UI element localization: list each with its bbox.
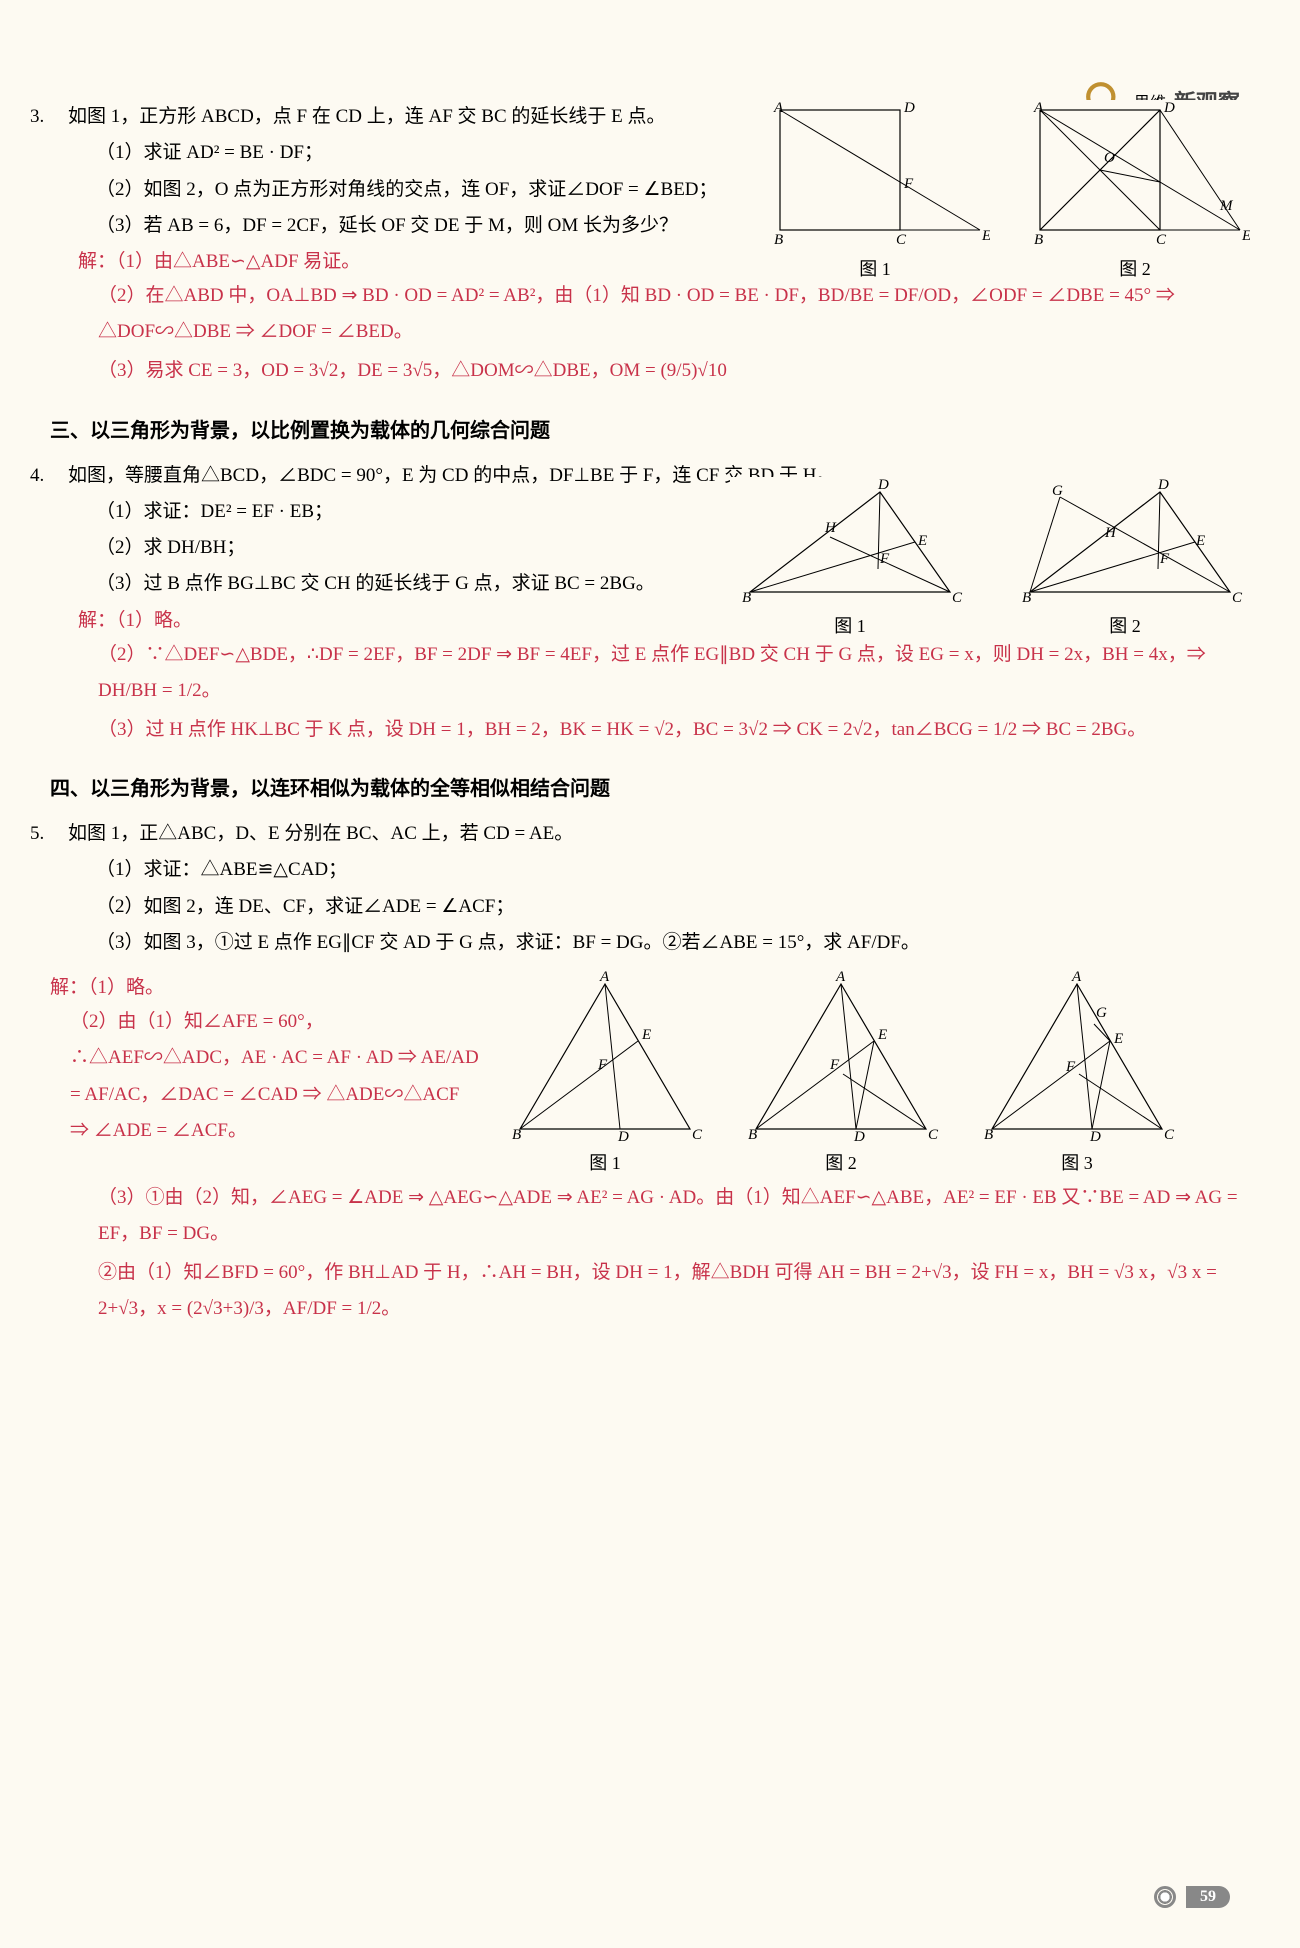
svg-text:E: E [1241,228,1250,244]
svg-text:F: F [1159,551,1170,567]
problem-number: 4. [30,459,44,492]
svg-text:C: C [1232,590,1243,606]
answer-text: （3）过 H 点作 HK⊥BC 于 K 点，设 DH = 1，BH = 2，BK… [98,712,1250,748]
svg-text:C: C [692,1127,703,1143]
svg-text:A: A [773,100,784,116]
svg-text:A: A [835,969,846,985]
svg-text:C: C [1156,232,1167,248]
figure-caption: 图 1 [859,254,891,286]
svg-text:E: E [877,1027,887,1043]
svg-text:C: C [1164,1127,1175,1143]
svg-text:B: B [742,590,751,606]
svg-text:E: E [1113,1031,1123,1047]
svg-text:A: A [1071,969,1082,985]
section-heading: 三、以三角形为背景，以比例置换为载体的几何综合问题 [50,414,1250,449]
svg-text:D: D [903,100,915,116]
figure: A D B C E O M 图 2 [1020,100,1250,286]
svg-text:D: D [853,1129,865,1144]
svg-text:F: F [829,1057,840,1073]
figure-caption: 图 2 [1119,254,1151,286]
svg-text:D: D [617,1129,629,1144]
svg-text:A: A [1033,100,1044,116]
svg-text:B: B [984,1127,993,1143]
svg-text:G: G [1096,1005,1107,1021]
answer-text: （2）由（1）知∠AFE = 60°，∴△AEF∽△ADC，AE · AC = … [70,1004,480,1148]
section-heading: 四、以三角形为背景，以连环相似为载体的全等相似相结合问题 [50,772,1250,807]
svg-text:H: H [1104,525,1117,541]
svg-text:D: D [1163,100,1175,116]
geometry-diagram: A B C D E F [736,969,946,1144]
problem-stem: 如图 1，正△ABC，D、E 分别在 BC、AC 上，若 CD = AE。 [68,817,1250,850]
problem-4: 4. 如图，等腰直角△BCD，∠BDC = 90°，E 为 CD 的中点，DF⊥… [50,459,1250,749]
answer-label: 解：（1）略。 [50,971,480,1004]
figure-pair: B C D E H F 图 1 B C D E H F G 图 2 [730,477,1250,643]
problem-part: （2）如图 2，连 DE、CF，求证∠ADE = ∠ACF； [96,890,1250,923]
svg-text:D: D [877,477,889,493]
geometry-diagram: A D B C E O M [1020,100,1250,250]
problem-5: 5. 如图 1，正△ABC，D、E 分别在 BC、AC 上，若 CD = AE。… [50,817,1250,1327]
svg-text:D: D [1157,477,1169,493]
svg-text:H: H [824,520,837,536]
figure-caption: 图 1 [834,611,866,643]
svg-text:C: C [928,1127,939,1143]
svg-text:B: B [748,1127,757,1143]
svg-text:F: F [903,176,914,192]
figure: B C D E H F 图 1 [730,477,970,643]
svg-text:C: C [952,590,963,606]
problem-part: （3）如图 3，①过 E 点作 EG∥CF 交 AD 于 G 点，求证：BF =… [96,926,1250,959]
problem-number: 5. [30,817,44,850]
figure: A B C D E F G 图 3 [972,969,1182,1180]
figure: A B C D E F 图 1 [500,969,710,1180]
figure: B C D E H F G 图 2 [1000,477,1250,643]
svg-text:F: F [1065,1059,1076,1075]
problem-number: 3. [30,100,44,133]
svg-text:B: B [512,1127,521,1143]
geometry-diagram: B C D E H F [730,477,970,607]
figure-caption: 图 1 [589,1148,621,1180]
figure-caption: 图 2 [825,1148,857,1180]
svg-text:B: B [1034,232,1043,248]
svg-text:E: E [1195,533,1205,549]
svg-text:F: F [879,551,890,567]
geometry-diagram: B C D E H F G [1000,477,1250,607]
figure: A B C D E F 图 2 [736,969,946,1180]
page-footer: 59 [1154,1886,1230,1908]
answer-block: 解：（1）略。 （2）由（1）知∠AFE = 60°，∴△AEF∽△ADC，AE… [50,969,480,1152]
page-number: 59 [1186,1886,1230,1908]
answer-text: ②由（1）知∠BFD = 60°，作 BH⊥AD 于 H，∴AH = BH，设 … [98,1255,1250,1327]
svg-text:D: D [1089,1129,1101,1144]
svg-text:E: E [981,228,990,244]
svg-text:G: G [1052,483,1063,499]
svg-text:M: M [1219,198,1234,214]
figure-caption: 图 2 [1109,611,1141,643]
svg-text:A: A [599,969,610,985]
problem-part: （1）求证：△ABE≌△CAD； [96,853,1250,886]
geometry-diagram: A D B C E F [760,100,990,250]
answer-text: （2）在△ABD 中，OA⊥BD ⇒ BD · OD = AD² = AB²，由… [98,278,1250,350]
figure-caption: 图 3 [1061,1148,1093,1180]
svg-text:E: E [641,1027,651,1043]
svg-text:C: C [896,232,907,248]
svg-text:B: B [774,232,783,248]
answer-text: （3）易求 CE = 3，OD = 3√2，DE = 3√5，△DOM∽△DBE… [98,353,1250,389]
figure: A D B C E F 图 1 [760,100,990,286]
figure-pair: A D B C E F 图 1 A D B C E O M 图 2 [760,100,1250,286]
problem-3: 3. 如图 1，正方形 ABCD，点 F 在 CD 上，连 AF 交 BC 的延… [50,100,1250,390]
answer-text: （2）∵△DEF∽△BDE，∴DF = 2EF，BF = 2DF ⇒ BF = … [98,637,1250,709]
page-content: 3. 如图 1，正方形 ABCD，点 F 在 CD 上，连 AF 交 BC 的延… [50,100,1250,1327]
svg-text:B: B [1022,590,1031,606]
svg-text:O: O [1104,150,1115,166]
figure-row: A B C D E F 图 1 A B C D E F 图 2 [500,969,1182,1180]
svg-text:E: E [917,533,927,549]
geometry-diagram: A B C D E F G [972,969,1182,1144]
answer-text: （3）①由（2）知，∠AEG = ∠ADE ⇒ △AEG∽△ADE ⇒ AE² … [98,1180,1250,1252]
geometry-diagram: A B C D E F [500,969,710,1144]
footer-ornament-icon [1154,1886,1176,1908]
svg-text:F: F [597,1057,608,1073]
